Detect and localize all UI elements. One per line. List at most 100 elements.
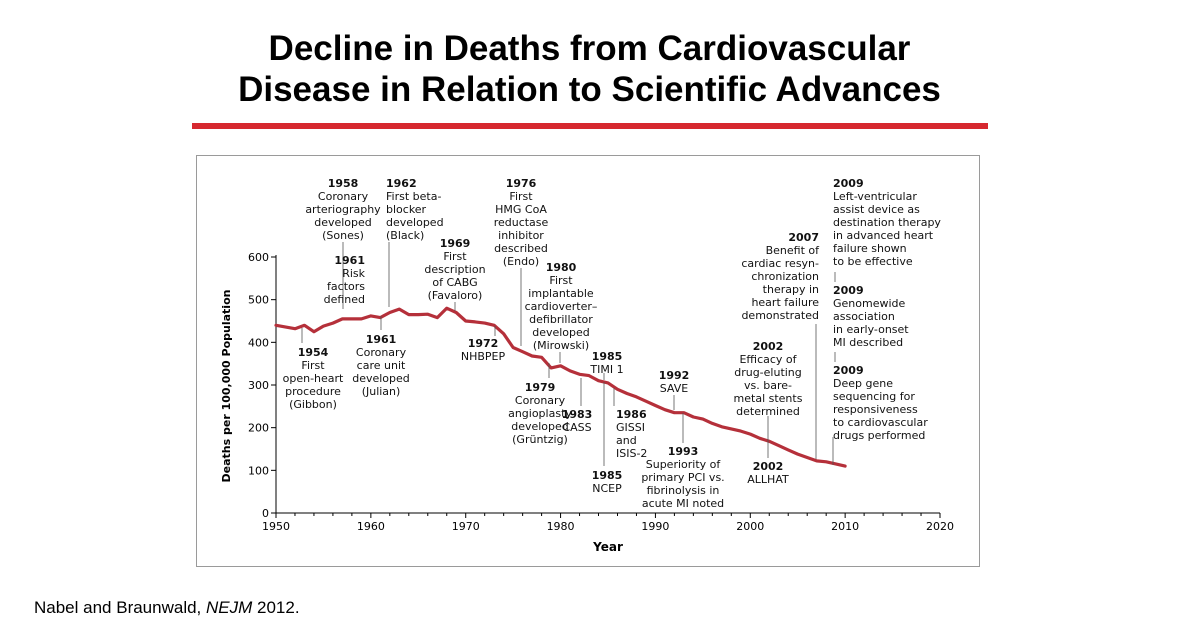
x-tick-label: 1970 — [452, 520, 480, 533]
annotation-year: 1972 — [468, 337, 499, 350]
annotation-text: cardioverter– — [525, 300, 598, 313]
annotation-text: Genomewide — [833, 297, 906, 310]
annotation-text: heart failure — [751, 296, 819, 309]
annotation-year: 1980 — [546, 261, 577, 274]
annotation-text: factors — [327, 280, 365, 293]
annotation-text: defibrillator — [529, 313, 593, 326]
annotation-text: inhibitor — [498, 229, 544, 242]
annotation-text: (Mirowski) — [533, 339, 589, 352]
annotation-year: 1958 — [328, 177, 359, 190]
x-tick-label: 1960 — [357, 520, 385, 533]
annotation-year: 2009 — [833, 284, 864, 297]
x-tick-label: 1980 — [547, 520, 575, 533]
annotation-text: First beta- — [386, 190, 441, 203]
annotation-year: 1993 — [668, 445, 699, 458]
annotation-text: open-heart — [283, 372, 344, 385]
chart-frame: 0 100 200 300 400 500 600 1950 1960 1970 1980 1990 2… — [196, 155, 980, 567]
annotation-text: in advanced heart — [833, 229, 934, 242]
annotation-text: and — [616, 434, 637, 447]
annotation-text: arteriography — [305, 203, 381, 216]
slide-title-line2: Disease in Relation to Scientific Advanc… — [238, 70, 941, 109]
annotation-text: drugs performed — [833, 429, 925, 442]
y-tick-label: 600 — [248, 251, 269, 264]
annotation-text: Efficacy of — [739, 353, 797, 366]
annotation-text: developed — [532, 326, 590, 339]
annotation-text: determined — [736, 405, 800, 418]
annotation-text: primary PCI vs. — [641, 471, 724, 484]
annotation-year: 1969 — [440, 237, 471, 250]
annotation-text: developed — [314, 216, 372, 229]
annotation-text: (Endo) — [503, 255, 539, 268]
annotation-text: developed — [352, 372, 410, 385]
x-axis-title: Year — [592, 540, 623, 554]
annotation-year: 2009 — [833, 177, 864, 190]
y-tick-label: 400 — [248, 336, 269, 349]
annotation-year: 1983 — [562, 408, 593, 421]
x-tick-label: 2010 — [831, 520, 859, 533]
citation-authors: Nabel and Braunwald, — [34, 598, 207, 617]
annotation-text: SAVE — [660, 382, 689, 395]
annotation-text: defined — [324, 293, 365, 306]
annotation-text: GISSI — [616, 421, 645, 434]
citation-journal: NEJM — [206, 598, 253, 617]
annotation-text: blocker — [386, 203, 427, 216]
citation: Nabel and Braunwald, NEJM 2012. — [34, 598, 300, 618]
annotation-text: chronization — [751, 270, 819, 283]
annotation-text: care unit — [357, 359, 406, 372]
annotation-text: (Sones) — [322, 229, 364, 242]
annotation-text: Benefit of — [766, 244, 821, 257]
x-tick-label: 2000 — [736, 520, 764, 533]
annotation-text: implantable — [528, 287, 594, 300]
x-tick-label: 1990 — [641, 520, 669, 533]
annotation-text: to cardiovascular — [833, 416, 928, 429]
annotation-year: 2002 — [753, 460, 784, 473]
annotation-text: angioplasty — [508, 407, 572, 420]
annotation-year: 2002 — [753, 340, 784, 353]
x-tick-label: 1950 — [262, 520, 290, 533]
annotation-text: HMG CoA — [495, 203, 547, 216]
annotation-year: 1961 — [334, 254, 365, 267]
annotation-year: 1992 — [659, 369, 690, 382]
annotation-text: First — [301, 359, 325, 372]
y-tick-label: 100 — [248, 464, 269, 477]
annotation-text: Coronary — [515, 394, 566, 407]
annotation-text: First — [443, 250, 467, 263]
annotation-text: sequencing for — [833, 390, 915, 403]
annotation-year: 1979 — [525, 381, 556, 394]
annotation-text: MI described — [833, 336, 903, 349]
annotation-text: association — [833, 310, 895, 323]
annotation-text: Coronary — [318, 190, 369, 203]
annotation-text: ALLHAT — [747, 473, 789, 486]
annotation-text: Superiority of — [646, 458, 722, 471]
annotation-text: CASS — [562, 421, 591, 434]
annotation-year: 1985 — [592, 469, 623, 482]
annotation-text: drug-eluting — [734, 366, 802, 379]
slide-title-line1: Decline in Deaths from Cardiovascular — [268, 29, 911, 68]
annotation-text: acute MI noted — [642, 497, 724, 510]
slide-title: Decline in Deaths from Cardiovascular Di… — [0, 28, 1179, 110]
annotation-year: 1962 — [386, 177, 417, 190]
annotation-text: described — [494, 242, 548, 255]
annotation-text: (Gibbon) — [289, 398, 337, 411]
annotation-text: of CABG — [432, 276, 477, 289]
x-tick-label: 2020 — [926, 520, 954, 533]
annotation-text: (Julian) — [362, 385, 401, 398]
y-tick-label: 200 — [248, 422, 269, 435]
annotation-text: therapy in — [763, 283, 819, 296]
annotation-text: description — [424, 263, 485, 276]
annotation-text: First — [509, 190, 533, 203]
annotation-text: developed — [511, 420, 569, 433]
annotation-text: cardiac resyn- — [741, 257, 819, 270]
annotation-text: Left-ventricular — [833, 190, 917, 203]
annotation-year: 1961 — [366, 333, 397, 346]
annotation-text: failure shown — [833, 242, 907, 255]
annotation-text: Deep gene — [833, 377, 893, 390]
annotation-text: procedure — [285, 385, 341, 398]
citation-year: 2012. — [252, 598, 300, 617]
y-tick-label: 300 — [248, 379, 269, 392]
annotation-text: destination therapy — [833, 216, 941, 229]
annotation-text: ISIS-2 — [616, 447, 647, 460]
annotation-year: 1985 — [592, 350, 623, 363]
annotation-text: fibrinolysis in — [647, 484, 720, 497]
annotation-year: 1976 — [506, 177, 537, 190]
